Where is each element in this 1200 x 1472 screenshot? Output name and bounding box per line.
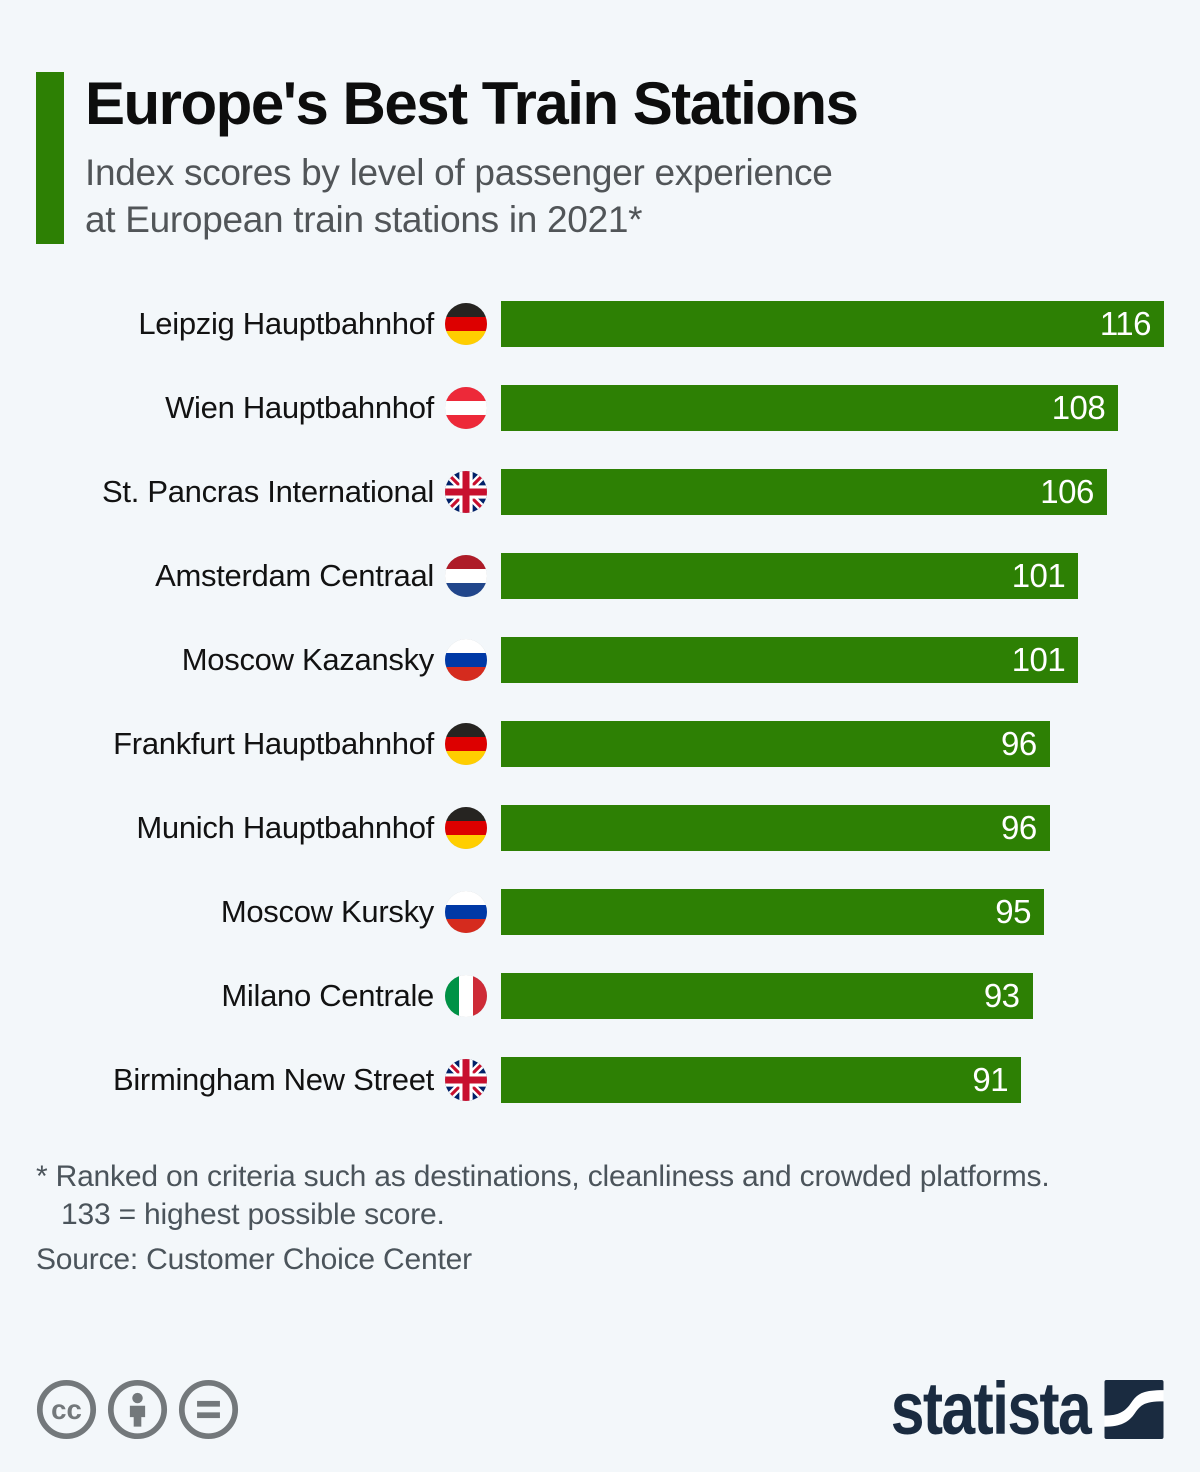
footnote-line-1: * Ranked on criteria such as destination… bbox=[36, 1159, 1050, 1193]
bar-value-label: 93 bbox=[983, 976, 1020, 1014]
bar-row: Birmingham New Street 91 bbox=[36, 1038, 1164, 1122]
bar: 96 bbox=[501, 720, 1050, 767]
bar: 95 bbox=[501, 888, 1044, 935]
flag-uk-icon bbox=[445, 470, 487, 513]
license-icons: cc bbox=[36, 1379, 239, 1440]
station-label: St. Pancras International bbox=[102, 473, 434, 509]
station-label: Leipzig Hauptbahnhof bbox=[138, 305, 434, 341]
bar-track: 106 bbox=[501, 468, 1164, 515]
bar-rows: Leipzig Hauptbahnhof 116 Wien Hauptbahnh… bbox=[36, 282, 1164, 1122]
cc-icon[interactable]: cc bbox=[36, 1379, 97, 1440]
bar-row: Milano Centrale 93 bbox=[36, 954, 1164, 1038]
bar: 108 bbox=[501, 384, 1119, 431]
flag-italy-icon bbox=[445, 974, 487, 1017]
bar: 101 bbox=[501, 552, 1079, 599]
flag-germany-icon bbox=[445, 302, 487, 345]
bar-track: 93 bbox=[501, 972, 1164, 1019]
bar-value-label: 101 bbox=[1011, 640, 1066, 678]
flag-uk-icon bbox=[445, 1058, 487, 1101]
station-label: Birmingham New Street bbox=[112, 1061, 434, 1097]
station-label: Frankfurt Hauptbahnhof bbox=[113, 725, 434, 761]
bar-value-label: 96 bbox=[1000, 808, 1037, 846]
station-label: Munich Hauptbahnhof bbox=[136, 809, 434, 845]
equals-icon[interactable] bbox=[178, 1379, 239, 1440]
station-label: Wien Hauptbahnhof bbox=[165, 389, 434, 425]
footer: cc statista bbox=[36, 1372, 1164, 1446]
statista-mark-icon bbox=[1104, 1379, 1164, 1439]
bar-track: 116 bbox=[501, 300, 1164, 347]
bar-track: 108 bbox=[501, 384, 1164, 431]
svg-text:cc: cc bbox=[51, 1394, 82, 1425]
bar-value-label: 116 bbox=[1099, 304, 1152, 342]
bar-row: Wien Hauptbahnhof 108 bbox=[36, 366, 1164, 450]
footnote: * Ranked on criteria such as destination… bbox=[36, 1158, 1164, 1279]
station-label: Amsterdam Centraal bbox=[155, 557, 434, 593]
statista-logo[interactable]: statista bbox=[847, 1372, 1164, 1446]
flag-germany-icon bbox=[445, 806, 487, 849]
bar-track: 101 bbox=[501, 552, 1164, 599]
bar-row: Amsterdam Centraal 101 bbox=[36, 534, 1164, 618]
person-icon[interactable] bbox=[107, 1379, 168, 1440]
bar-track: 101 bbox=[501, 636, 1164, 683]
bar-track: 96 bbox=[501, 804, 1164, 851]
station-label: Moscow Kazansky bbox=[181, 641, 435, 677]
bar-track: 95 bbox=[501, 888, 1164, 935]
flag-netherlands-icon bbox=[445, 554, 487, 597]
bar-row: Frankfurt Hauptbahnhof 96 bbox=[36, 702, 1164, 786]
bar-track: 91 bbox=[501, 1056, 1164, 1103]
flag-russia-icon bbox=[445, 638, 487, 681]
bar-chart: Leipzig Hauptbahnhof 116 Wien Hauptbahnh… bbox=[36, 282, 1164, 1122]
bar-value-label: 95 bbox=[995, 892, 1031, 930]
station-label: Moscow Kursky bbox=[220, 893, 434, 929]
page-title: Europe's Best Train Stations bbox=[85, 70, 859, 137]
bar: 91 bbox=[501, 1056, 1022, 1103]
bar-value-label: 108 bbox=[1051, 388, 1106, 426]
bar: 93 bbox=[501, 972, 1033, 1019]
statista-wordmark: statista bbox=[890, 1367, 1092, 1450]
title-accent-bar bbox=[36, 72, 64, 244]
bar-row: Munich Hauptbahnhof 96 bbox=[36, 786, 1164, 870]
footnote-line-2: 133 = highest possible score. bbox=[61, 1197, 445, 1231]
bar-row: Leipzig Hauptbahnhof 116 bbox=[36, 282, 1164, 366]
bar-row: Moscow Kursky 95 bbox=[36, 870, 1164, 954]
bar-value-label: 96 bbox=[1000, 724, 1037, 762]
subtitle: Index scores by level of passenger exper… bbox=[85, 149, 857, 244]
subtitle-line-2: at European train stations in 2021* bbox=[85, 199, 643, 241]
bar: 101 bbox=[501, 636, 1079, 683]
bar: 106 bbox=[501, 468, 1107, 515]
source-line: Source: Customer Choice Center bbox=[36, 1242, 472, 1276]
bar-row: Moscow Kazansky 101 bbox=[36, 618, 1164, 702]
bar: 96 bbox=[501, 804, 1050, 851]
flag-austria-icon bbox=[445, 386, 487, 429]
bar-track: 96 bbox=[501, 720, 1164, 767]
flag-russia-icon bbox=[445, 890, 487, 933]
subtitle-line-1: Index scores by level of passenger exper… bbox=[85, 151, 833, 193]
header: Europe's Best Train Stations Index score… bbox=[36, 70, 1164, 244]
station-label: Milano Centrale bbox=[221, 977, 434, 1013]
bar-row: St. Pancras International 106 bbox=[36, 450, 1164, 534]
flag-germany-icon bbox=[445, 722, 487, 765]
bar-value-label: 91 bbox=[972, 1060, 1009, 1098]
header-text: Europe's Best Train Stations Index score… bbox=[85, 70, 859, 244]
infographic: Europe's Best Train Stations Index score… bbox=[0, 70, 1200, 1472]
bar-value-label: 106 bbox=[1040, 472, 1094, 510]
bar-value-label: 101 bbox=[1011, 556, 1066, 594]
bar: 116 bbox=[501, 300, 1164, 347]
